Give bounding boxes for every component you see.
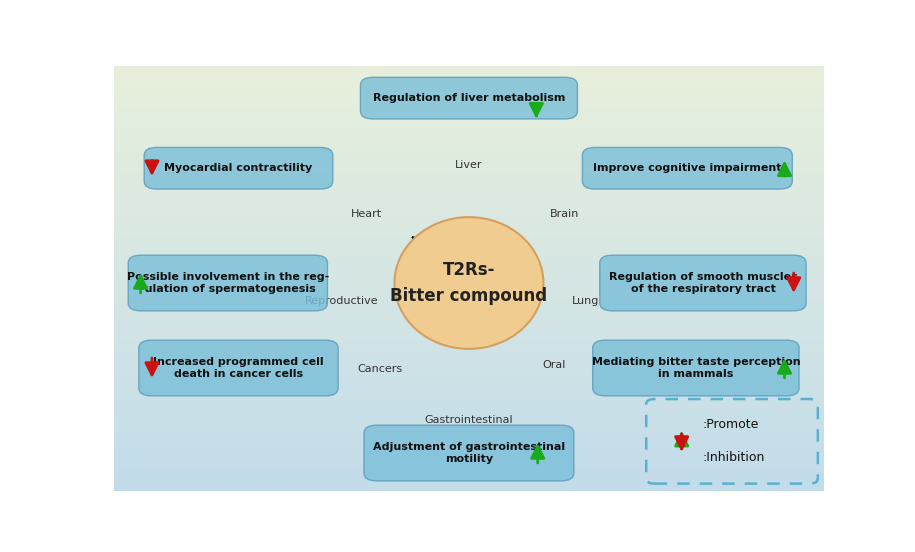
Text: Regulation of liver metabolism: Regulation of liver metabolism (372, 93, 565, 103)
Text: :Inhibition: :Inhibition (703, 451, 765, 464)
Ellipse shape (394, 217, 544, 349)
FancyBboxPatch shape (145, 147, 333, 189)
FancyBboxPatch shape (593, 340, 799, 396)
Text: Improve cognitive impairment: Improve cognitive impairment (593, 163, 781, 173)
Text: :Promote: :Promote (703, 418, 759, 432)
Text: Myocardial contractility: Myocardial contractility (165, 163, 313, 173)
Text: Lung: Lung (572, 296, 599, 306)
Text: Liver: Liver (455, 160, 483, 170)
FancyBboxPatch shape (139, 340, 339, 396)
FancyBboxPatch shape (128, 255, 328, 311)
FancyBboxPatch shape (599, 255, 806, 311)
Text: Possible involvement in the reg-
-ulation of spermatogenesis: Possible involvement in the reg- -ulatio… (126, 272, 329, 294)
Text: Gastrointestinal: Gastrointestinal (425, 415, 513, 425)
Text: Mediating bitter taste perception
in mammals: Mediating bitter taste perception in mam… (591, 357, 801, 379)
Text: Regulation of smooth muscles
of the respiratory tract: Regulation of smooth muscles of the resp… (608, 272, 797, 294)
Text: Oral: Oral (543, 359, 565, 369)
Text: Reproductive: Reproductive (305, 296, 378, 306)
Text: Brain: Brain (550, 209, 579, 219)
FancyBboxPatch shape (583, 147, 792, 189)
Text: Cancers: Cancers (358, 364, 403, 374)
FancyBboxPatch shape (361, 77, 577, 119)
Text: Increased programmed cell
death in cancer cells: Increased programmed cell death in cance… (153, 357, 324, 379)
Text: Adjustment of gastrointestinal
motility: Adjustment of gastrointestinal motility (373, 442, 565, 464)
Text: T2Rs-
Bitter compound: T2Rs- Bitter compound (391, 261, 547, 305)
FancyBboxPatch shape (364, 425, 574, 481)
Text: Heart: Heart (350, 209, 382, 219)
